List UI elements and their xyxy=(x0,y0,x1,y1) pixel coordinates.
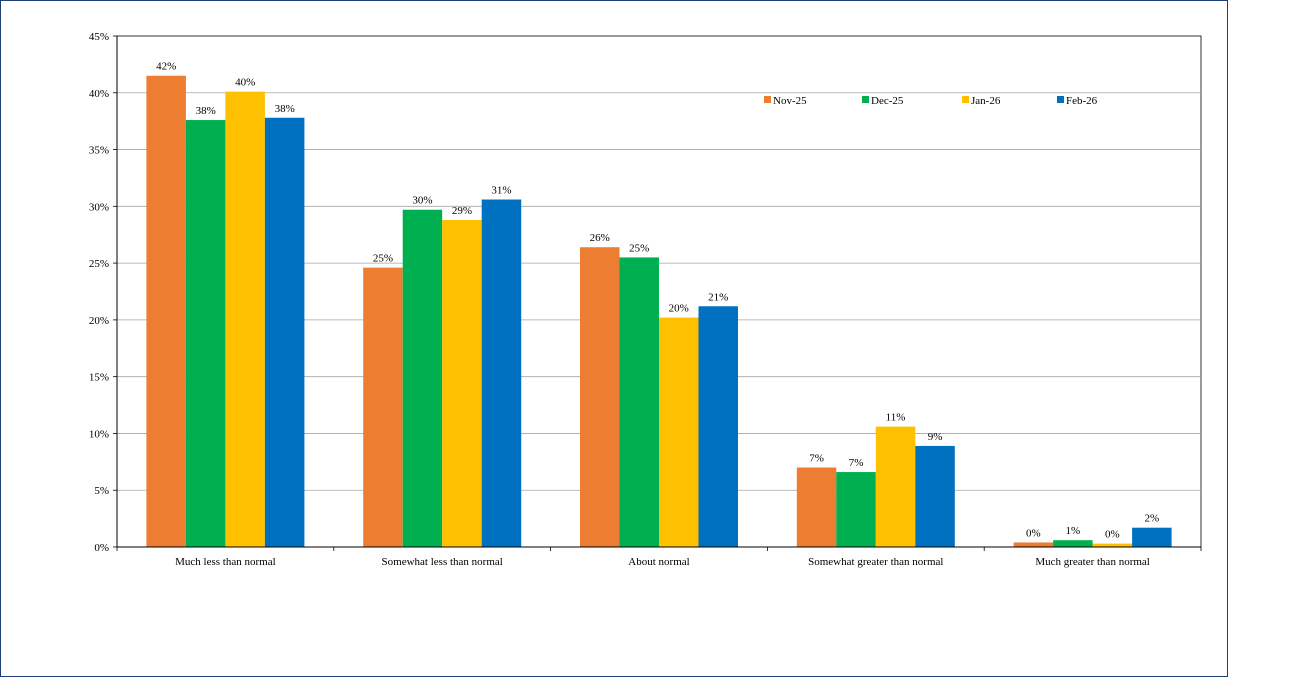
data-label: 20% xyxy=(669,303,689,315)
x-category-label: Much less than normal xyxy=(175,556,276,568)
data-label: 1% xyxy=(1066,525,1081,537)
axes xyxy=(116,36,1202,551)
y-tick-label: 5% xyxy=(94,485,109,497)
y-tick-label: 10% xyxy=(89,428,109,440)
legend-swatch-jan-26 xyxy=(962,96,969,103)
data-label: 31% xyxy=(491,185,511,197)
bar-dec-25 xyxy=(836,472,876,547)
data-label: 21% xyxy=(708,291,728,303)
bar-nov-25 xyxy=(796,467,837,547)
data-label: 42% xyxy=(156,61,176,73)
y-tick-label: 30% xyxy=(89,201,109,213)
data-label: 38% xyxy=(196,105,216,117)
data-label: 2% xyxy=(1145,513,1160,525)
bar-chart: 0% 5% 10% 15% 20% 25% 30% 35% 40% 45% Much less t… xyxy=(89,31,1202,568)
bar-feb-26 xyxy=(915,445,955,547)
data-label: 26% xyxy=(590,232,610,244)
bar-jan-26 xyxy=(442,219,482,547)
bar-jan-26 xyxy=(659,317,699,547)
data-label: 25% xyxy=(373,253,393,265)
data-label: 29% xyxy=(452,205,472,217)
bar-nov-25 xyxy=(580,247,620,548)
data-label: 7% xyxy=(849,457,864,469)
y-tick-labels: 0% 5% 10% 15% 20% 25% 30% 35% 40% 45% xyxy=(89,31,109,554)
bar-nov-25 xyxy=(363,267,403,547)
y-tick-label: 15% xyxy=(89,372,109,384)
legend-label: Dec-25 xyxy=(871,95,904,107)
bar-feb-26 xyxy=(1132,527,1172,547)
bar-jan-26 xyxy=(225,91,265,548)
y-tick-label: 25% xyxy=(89,258,109,270)
chart-frame: 0% 5% 10% 15% 20% 25% 30% 35% 40% 45% Much less t… xyxy=(0,0,1228,677)
legend-swatch-nov-25 xyxy=(764,96,771,103)
data-label: 9% xyxy=(928,431,943,443)
legend-label: Nov-25 xyxy=(773,95,807,107)
legend-swatch-dec-25 xyxy=(862,96,869,103)
bar-dec-25 xyxy=(185,120,226,547)
data-label: 38% xyxy=(275,103,295,115)
data-label: 7% xyxy=(809,453,824,465)
data-label: 25% xyxy=(629,242,649,254)
legend: Nov-25 Dec-25 Jan-26 Feb-26 xyxy=(764,95,1098,107)
y-tick-label: 35% xyxy=(89,145,109,157)
y-tick-label: 20% xyxy=(89,315,109,327)
bar-nov-25 xyxy=(146,75,186,547)
data-labels: 42% 38% 40% 38% 25% 30% 29% 31% 26% 25% 20% 21% 7% 7%… xyxy=(156,61,1159,541)
bar-feb-26 xyxy=(698,306,738,547)
bar-feb-26 xyxy=(264,117,305,547)
y-tick-label: 0% xyxy=(94,542,109,554)
data-label: 0% xyxy=(1105,529,1120,541)
legend-label: Feb-26 xyxy=(1066,95,1098,107)
x-category-label: Somewhat greater than normal xyxy=(808,556,943,568)
x-category-labels: Much less than normal Somewhat less than … xyxy=(175,556,1150,568)
bar-dec-25 xyxy=(619,257,659,547)
legend-label: Jan-26 xyxy=(971,95,1001,107)
y-tick-label: 40% xyxy=(89,88,109,100)
bar-dec-25 xyxy=(1053,540,1093,547)
data-label: 40% xyxy=(235,77,255,89)
bar-jan-26 xyxy=(875,426,916,547)
y-tick-label: 45% xyxy=(89,31,109,43)
data-label: 0% xyxy=(1026,527,1041,539)
bar-dec-25 xyxy=(402,209,443,548)
bar-nov-25 xyxy=(1013,542,1054,547)
bars xyxy=(146,75,1172,548)
bar-jan-26 xyxy=(1092,543,1133,547)
legend-swatch-feb-26 xyxy=(1057,96,1064,103)
x-category-label: Much greater than normal xyxy=(1035,556,1150,568)
x-category-label: About normal xyxy=(628,556,689,568)
x-category-label: Somewhat less than normal xyxy=(382,556,503,568)
data-label: 11% xyxy=(886,412,906,424)
bar-feb-26 xyxy=(481,199,522,547)
data-label: 30% xyxy=(412,195,432,207)
